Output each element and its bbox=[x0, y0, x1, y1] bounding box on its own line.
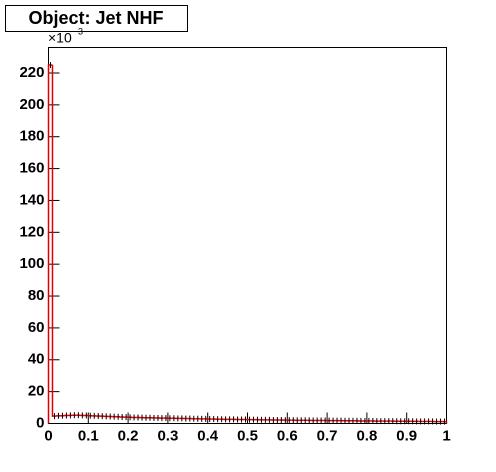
x-tick-label: 0.3 bbox=[157, 427, 178, 444]
x-tick-label: 1 bbox=[442, 427, 450, 444]
x-tick-label: 0.8 bbox=[356, 427, 377, 444]
y-tick-label: 220 bbox=[19, 64, 44, 81]
y-tick-label: 40 bbox=[28, 351, 45, 368]
y-tick-label: 60 bbox=[28, 319, 45, 336]
y-tick-label: 140 bbox=[19, 191, 44, 208]
bin bbox=[442, 420, 448, 424]
title-box bbox=[5, 5, 188, 32]
x-tick-label: 0.4 bbox=[197, 427, 219, 444]
y-tick-label: 120 bbox=[19, 223, 44, 240]
y-tick-label: 200 bbox=[19, 96, 44, 113]
y-tick-label: 20 bbox=[28, 383, 45, 400]
y-tick-label: 180 bbox=[19, 128, 44, 145]
chart-title: Object: Jet NHF bbox=[28, 8, 163, 28]
y-multiplier: ×10 bbox=[48, 30, 72, 46]
x-tick-label: 0.9 bbox=[396, 427, 417, 444]
bin bbox=[51, 65, 57, 417]
x-tick-label: 0.2 bbox=[118, 427, 139, 444]
x-tick-label: 0.6 bbox=[277, 427, 298, 444]
x-tick-label: 0 bbox=[44, 427, 52, 444]
x-tick-label: 0.1 bbox=[78, 427, 99, 444]
y-tick-label: 160 bbox=[19, 160, 44, 177]
y-tick-label: 80 bbox=[28, 287, 45, 304]
x-tick-label: 0.5 bbox=[237, 427, 258, 444]
y-tick-label: 0 bbox=[36, 414, 44, 431]
y-multiplier-exponent: 3 bbox=[78, 26, 83, 36]
x-tick-label: 0.7 bbox=[317, 427, 338, 444]
y-tick-label: 100 bbox=[19, 255, 44, 272]
bin bbox=[47, 64, 53, 424]
